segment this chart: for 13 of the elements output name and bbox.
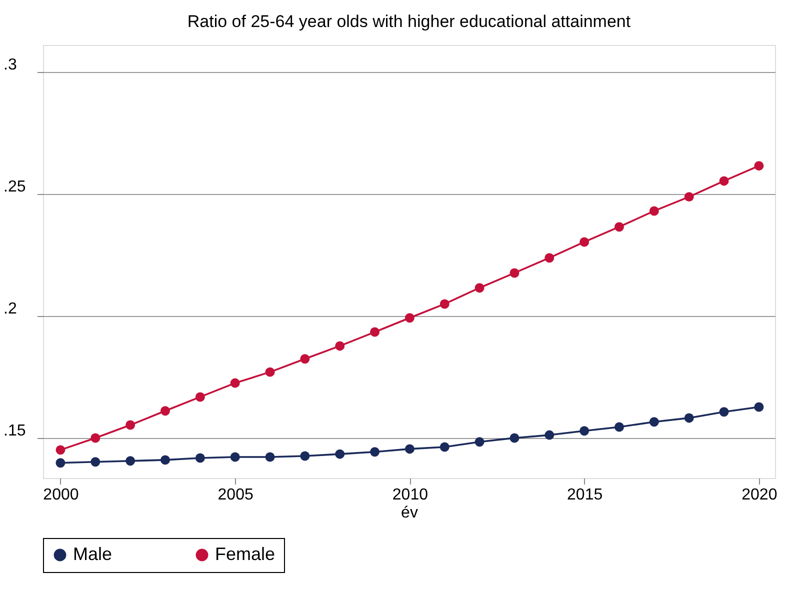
y-tick-label: .25: [4, 178, 26, 196]
x-tick-label: 2005: [218, 486, 254, 504]
x-axis-title: év: [401, 504, 418, 522]
legend-label: Male: [73, 544, 112, 564]
y-tick-label: .3: [4, 56, 17, 74]
x-tick-label: 2010: [392, 486, 428, 504]
y-tick-label: .2: [4, 300, 17, 318]
x-tick-label: 2000: [43, 486, 79, 504]
legend-label: Female: [215, 544, 276, 564]
y-tick-label: .15: [4, 422, 26, 440]
chart-title: Ratio of 25-64 year olds with higher educational attainment: [187, 12, 631, 31]
x-tick-label: 2020: [742, 486, 778, 504]
x-tick-label: 2015: [567, 486, 603, 504]
